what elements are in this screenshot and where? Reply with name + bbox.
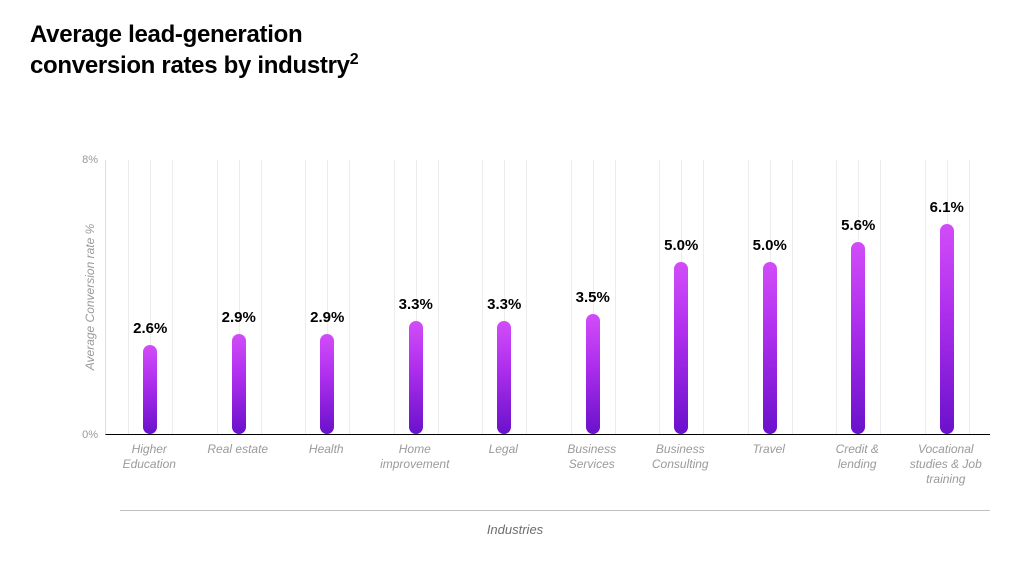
title-line1: Average lead-generation: [30, 21, 302, 48]
bar-value-label: 5.0%: [753, 237, 787, 254]
bar-column: 2.9%: [195, 309, 284, 434]
bar: [497, 321, 511, 434]
bar-value-label: 3.3%: [399, 296, 433, 313]
bar-value-label: 2.9%: [222, 309, 256, 326]
bar-value-label: 3.3%: [487, 296, 521, 313]
bar: [763, 262, 777, 434]
x-category-label: Business Consulting: [636, 442, 725, 472]
bar-column: 6.1%: [903, 199, 992, 434]
x-category-label: Credit & lending: [813, 442, 902, 472]
x-category-label: Higher Education: [105, 442, 194, 472]
bar: [232, 334, 246, 434]
bar-column: 2.6%: [106, 320, 195, 434]
bar: [320, 334, 334, 434]
x-category-label: Home improvement: [371, 442, 460, 472]
bar: [143, 345, 157, 434]
x-category-label: Business Services: [548, 442, 637, 472]
x-axis-title: Industries: [30, 522, 1000, 537]
bar-column: 3.3%: [372, 296, 461, 434]
bar-value-label: 2.6%: [133, 320, 167, 337]
x-axis-secondary-line: [120, 510, 990, 511]
bar-value-label: 2.9%: [310, 309, 344, 326]
x-category-label: Real estate: [194, 442, 283, 457]
x-category-label: Vocational studies & Job training: [902, 442, 991, 487]
x-category-label: Travel: [725, 442, 814, 457]
chart-title: Average lead-generation conversion rates…: [30, 20, 358, 81]
title-line2: conversion rates by industry: [30, 52, 350, 79]
bar: [851, 242, 865, 435]
bar-column: 5.0%: [726, 237, 815, 434]
y-tick-top: 8%: [70, 154, 98, 166]
bar-column: 5.0%: [637, 237, 726, 434]
bar-column: 3.3%: [460, 296, 549, 434]
bar-value-label: 3.5%: [576, 289, 610, 306]
bar-value-label: 6.1%: [930, 199, 964, 216]
plot-area: 2.6% 2.9% 2.9% 3.3% 3.3% 3.5% 5.0% 5.0% 5.6% 6.1%: [105, 160, 990, 435]
y-axis-title: Average Conversion rate %: [83, 197, 97, 397]
y-tick-bottom: 0%: [70, 429, 98, 441]
x-labels: Higher EducationReal estateHealthHome im…: [105, 442, 990, 502]
bar: [674, 262, 688, 434]
bar: [409, 321, 423, 434]
bar-value-label: 5.6%: [841, 217, 875, 234]
x-category-label: Legal: [459, 442, 548, 457]
bar-column: 2.9%: [283, 309, 372, 434]
bar-column: 3.5%: [549, 289, 638, 434]
bar-value-label: 5.0%: [664, 237, 698, 254]
bar: [586, 314, 600, 434]
chart: Average Conversion rate % 8% 0% 2.6% 2.9%…: [30, 150, 1000, 470]
x-category-label: Health: [282, 442, 371, 457]
bar: [940, 224, 954, 434]
title-superscript: 2: [350, 51, 359, 68]
bar-column: 5.6%: [814, 217, 903, 435]
